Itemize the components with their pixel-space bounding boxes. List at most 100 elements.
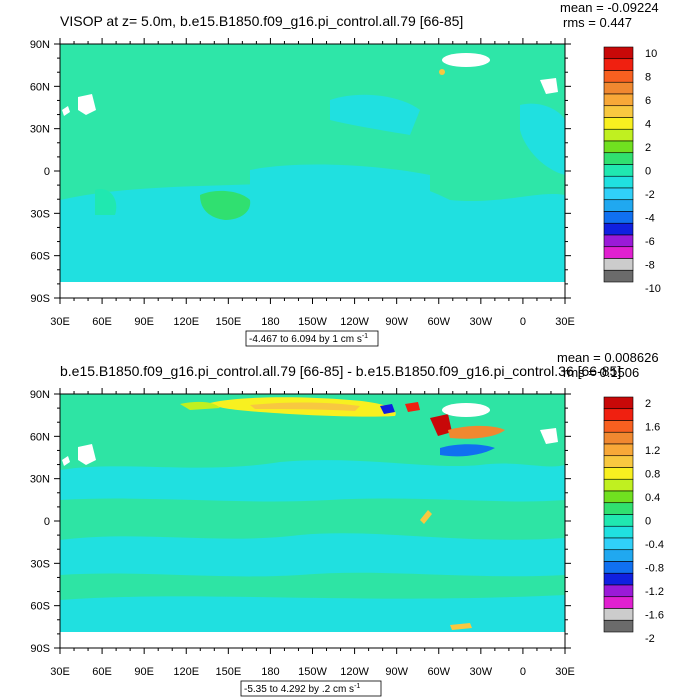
lat-labels: 90N 60N 30N 0 30S 60S 90S (30, 39, 50, 305)
colorbar-label: 4 (645, 118, 651, 130)
panel-bottom: b.e15.B1850.f09_g16.pi_control.all.79 [6… (30, 350, 664, 697)
greenland-mask (442, 53, 490, 67)
map-field (60, 394, 565, 648)
axis-ticks (54, 38, 571, 304)
colorbar-swatch (603, 140, 634, 154)
range-superscript: -1 (362, 333, 368, 340)
mean-stat: mean = -0.09224 (560, 0, 659, 15)
lon-label: 60W (427, 666, 450, 678)
colorbar-swatch (603, 478, 634, 492)
colorbar-swatch (603, 490, 634, 504)
atlantic-positive (430, 414, 452, 436)
lon-label: 120W (340, 666, 369, 678)
colorbar-label: 2 (645, 142, 651, 154)
panel-title: VISOP at z= 5.0m, b.e15.B1850.f09_g16.pi… (60, 13, 463, 29)
lon-label: 30W (470, 316, 493, 328)
lon-label: 60E (92, 316, 112, 328)
colorbar-labels: 2 1.6 1.2 0.8 0.4 0 -0.4 -0.8 -1.2 -1.6 -2 (645, 398, 664, 645)
colorbar-swatch (603, 608, 634, 621)
land-mask-3 (540, 78, 558, 94)
colorbar-swatch (603, 211, 634, 224)
panel-top: VISOP at z= 5.0m, b.e15.B1850.f09_g16.pi… (30, 0, 661, 347)
colorbar-swatch (603, 187, 634, 201)
lat-label: 90N (30, 39, 50, 51)
southern-band (60, 533, 565, 577)
svg-text:-5.35 to 4.292 by .2 cm s-1: -5.35 to 4.292 by .2 cm s-1 (244, 683, 360, 695)
colorbar-swatch (603, 467, 634, 480)
lat-label: 60S (30, 601, 50, 613)
land-mask-1 (78, 94, 96, 115)
colorbar-swatch (603, 93, 634, 107)
colorbar-label: 10 (645, 48, 657, 60)
lat-label: 60S (30, 251, 50, 263)
lat-label: 60N (30, 431, 50, 443)
lon-label: 150W (298, 316, 327, 328)
colorbar-swatch (603, 408, 634, 421)
hotspot (439, 69, 445, 75)
labrador-anomaly (380, 404, 395, 414)
lon-label: 30E (50, 316, 70, 328)
greenland-mask (442, 403, 490, 417)
colorbar-swatch (603, 549, 634, 562)
lat-label: 60N (30, 81, 50, 93)
colorbar-swatch (603, 561, 634, 574)
colorbar-label: -2 (645, 189, 655, 201)
atlantic-warm (448, 425, 505, 439)
colorbar-label: -0.4 (645, 539, 664, 551)
axis-ticks (54, 388, 571, 654)
colorbar (603, 46, 634, 283)
lon-label: 60E (92, 666, 112, 678)
colorbar (603, 396, 634, 633)
lat-label: 90S (30, 643, 50, 655)
southern-ocean-region (60, 176, 565, 282)
colorbar-swatch (603, 199, 634, 212)
atlantic-region (520, 103, 565, 175)
colorbar-swatch (603, 222, 634, 236)
colorbar-swatch (603, 596, 634, 609)
colorbar-swatch (603, 128, 634, 142)
lon-labels: 30E 60E 90E 120E 150E 180 150W 120W 90W 60W 30W 0 30… (50, 666, 575, 678)
lon-label: 30E (555, 666, 575, 678)
colorbar-swatch (603, 572, 634, 586)
lon-label: 150E (215, 666, 241, 678)
mean-stat: mean = 0.008626 (557, 350, 659, 365)
lon-label: 30W (470, 666, 493, 678)
land-mask-2 (62, 106, 70, 116)
lon-label: 30E (50, 666, 70, 678)
lon-label: 90W (385, 316, 408, 328)
atlantic-negative (440, 444, 495, 457)
lon-label: 0 (520, 666, 526, 678)
colorbar-swatch (603, 502, 634, 515)
colorbar-label: -0.8 (645, 562, 664, 574)
colorbar-label: 0.8 (645, 468, 660, 480)
colorbar-labels: 10 8 6 4 2 0 -2 -4 -6 -8 -10 (645, 48, 661, 295)
colorbar-label: -8 (645, 259, 655, 271)
colorbar-swatch (603, 246, 634, 259)
colorbar-swatch (603, 258, 634, 271)
colorbar-swatch (603, 234, 634, 248)
colorbar-swatch (603, 117, 634, 130)
lon-label: 30E (555, 316, 575, 328)
colorbar-label: 2 (645, 398, 651, 410)
svg-text:-4.467 to 6.094 by 1 cm s-1: -4.467 to 6.094 by 1 cm s-1 (249, 333, 368, 345)
north-pacific-edge (180, 401, 220, 410)
lat-label: 30S (30, 208, 50, 220)
rms-stat: rms = 0.1506 (563, 365, 639, 380)
lat-label: 30S (30, 558, 50, 570)
colorbar-swatch (603, 525, 634, 539)
range-box: -4.467 to 6.094 by 1 cm s-1 (245, 330, 379, 347)
land-mask-3 (540, 428, 558, 444)
colorbar-swatch (603, 455, 634, 468)
lat-label: 90S (30, 293, 50, 305)
colorbar-swatch (603, 584, 634, 598)
lat-label: 90N (30, 389, 50, 401)
panel-title: b.e15.B1850.f09_g16.pi_control.all.79 [6… (60, 363, 621, 379)
colorbar-swatch (603, 105, 634, 118)
colorbar-swatch (603, 58, 634, 71)
colorbar-label: -2 (645, 633, 655, 645)
colorbar-swatch (603, 443, 634, 457)
lon-label: 0 (520, 316, 526, 328)
colorbar-label: -4 (645, 212, 655, 224)
south-atlantic-anomaly (420, 510, 432, 524)
